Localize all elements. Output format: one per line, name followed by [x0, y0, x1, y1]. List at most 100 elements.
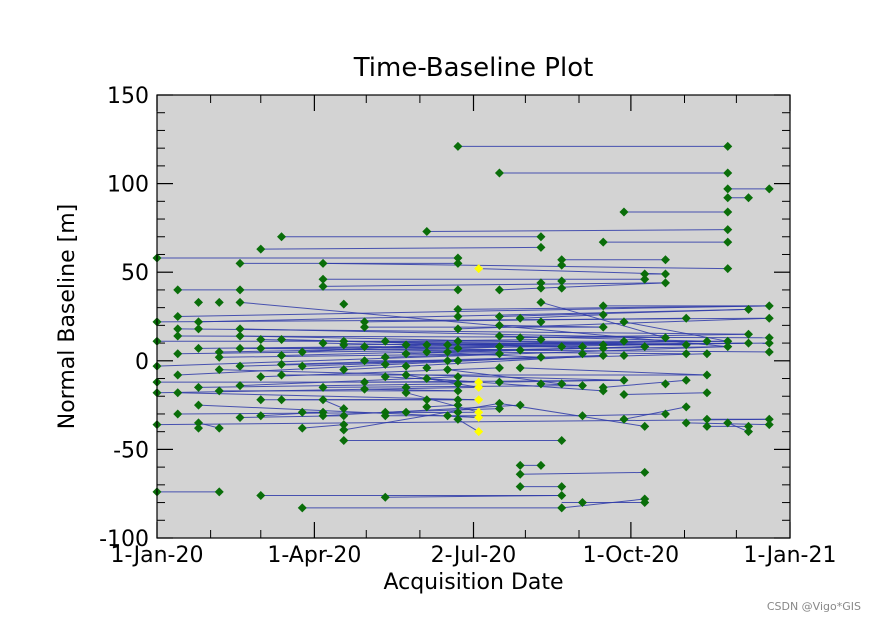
baseline-connection — [323, 282, 666, 287]
x-tick-label: 1-Jan-21 — [743, 543, 836, 568]
acquisition-point — [256, 244, 266, 254]
baseline-connection — [177, 411, 479, 415]
acquisition-point — [453, 372, 463, 382]
acquisition-point — [194, 297, 204, 307]
baseline-connection — [343, 354, 604, 371]
x-tick-label: 2-Jul-20 — [431, 543, 517, 568]
acquisition-point — [339, 340, 349, 350]
acquisition-point — [194, 317, 204, 327]
acquisition-point — [557, 276, 567, 286]
acquisition-point — [453, 336, 463, 346]
acquisition-point — [515, 400, 525, 410]
acquisition-point — [619, 207, 629, 217]
acquisition-point — [235, 258, 245, 268]
acquisition-point — [681, 375, 691, 385]
acquisition-point — [453, 414, 463, 424]
acquisition-point — [577, 342, 587, 352]
acquisition-point — [681, 349, 691, 359]
acquisition-point — [360, 322, 370, 332]
acquisition-point — [173, 312, 183, 321]
baseline-connection — [385, 494, 562, 498]
acquisition-point — [277, 359, 287, 369]
acquisition-point — [173, 331, 183, 341]
acquisition-point — [494, 168, 504, 178]
acquisition-point — [422, 363, 432, 373]
baseline-connection — [520, 314, 604, 319]
baseline-connection — [457, 305, 770, 310]
baseline-connection — [499, 335, 707, 342]
watermark: CSDN @Vigo*GIS — [766, 600, 861, 613]
acquisition-point — [660, 278, 670, 288]
highlighted-point — [474, 382, 484, 392]
acquisition-point — [443, 411, 453, 421]
acquisition-point — [401, 388, 411, 398]
acquisition-point — [702, 414, 712, 424]
acquisition-point — [256, 372, 266, 382]
acquisition-point — [401, 340, 411, 350]
acquisition-point — [453, 312, 463, 321]
acquisition-point — [173, 285, 183, 295]
baseline-connection — [406, 340, 728, 346]
acquisition-point — [214, 352, 224, 362]
acquisition-point — [380, 372, 390, 382]
acquisition-point — [360, 356, 370, 366]
acquisition-point — [536, 317, 546, 327]
acquisition-point — [235, 324, 245, 334]
acquisition-point — [494, 349, 504, 359]
highlighted-point — [474, 407, 484, 417]
acquisition-point — [557, 379, 567, 389]
acquisition-point — [214, 365, 224, 375]
acquisition-point — [339, 299, 349, 309]
baseline-connection — [156, 386, 479, 394]
acquisition-point — [494, 320, 504, 330]
acquisition-point — [401, 370, 411, 380]
y-tick-label: 150 — [107, 84, 149, 109]
acquisition-point — [598, 310, 608, 320]
acquisition-point — [598, 322, 608, 332]
acquisition-point — [577, 381, 587, 391]
acquisition-point — [453, 400, 463, 410]
acquisition-point — [422, 226, 432, 236]
acquisition-point — [536, 335, 546, 345]
acquisition-point — [235, 361, 245, 371]
acquisition-point — [360, 317, 370, 327]
acquisition-point — [764, 347, 774, 357]
y-tick-label: -50 — [113, 438, 149, 463]
baseline-connection — [343, 402, 500, 431]
acquisition-point — [453, 285, 463, 295]
acquisition-point — [453, 356, 463, 366]
acquisition-point — [194, 382, 204, 392]
acquisition-point — [619, 336, 629, 346]
baseline-connection — [156, 346, 728, 367]
baseline-connection — [457, 317, 770, 330]
acquisition-point — [401, 361, 411, 371]
acquisition-point — [536, 242, 546, 252]
baseline-connection — [426, 404, 458, 408]
acquisition-point — [277, 395, 287, 405]
baseline-connection — [177, 305, 770, 317]
acquisition-point — [764, 333, 774, 343]
acquisition-point — [598, 350, 608, 360]
acquisition-point — [235, 413, 245, 423]
acquisition-point — [723, 168, 733, 178]
acquisition-point — [453, 141, 463, 151]
acquisition-point — [557, 342, 567, 352]
acquisition-point — [619, 389, 629, 399]
acquisition-point — [339, 436, 349, 446]
acquisition-point — [318, 382, 328, 392]
baseline-connection — [405, 392, 479, 413]
acquisition-point — [297, 503, 307, 513]
chart-title: Time-Baseline Plot — [353, 53, 594, 83]
baseline-connection — [499, 402, 645, 427]
acquisition-point — [640, 467, 650, 477]
y-tick-label: -100 — [99, 527, 149, 552]
acquisition-point — [702, 349, 712, 359]
acquisition-point — [380, 411, 390, 421]
acquisition-point — [173, 388, 183, 398]
acquisition-point — [235, 343, 245, 353]
acquisition-point — [401, 349, 411, 359]
acquisition-point — [494, 404, 504, 414]
acquisition-point — [297, 347, 307, 357]
acquisition-point — [536, 278, 546, 288]
